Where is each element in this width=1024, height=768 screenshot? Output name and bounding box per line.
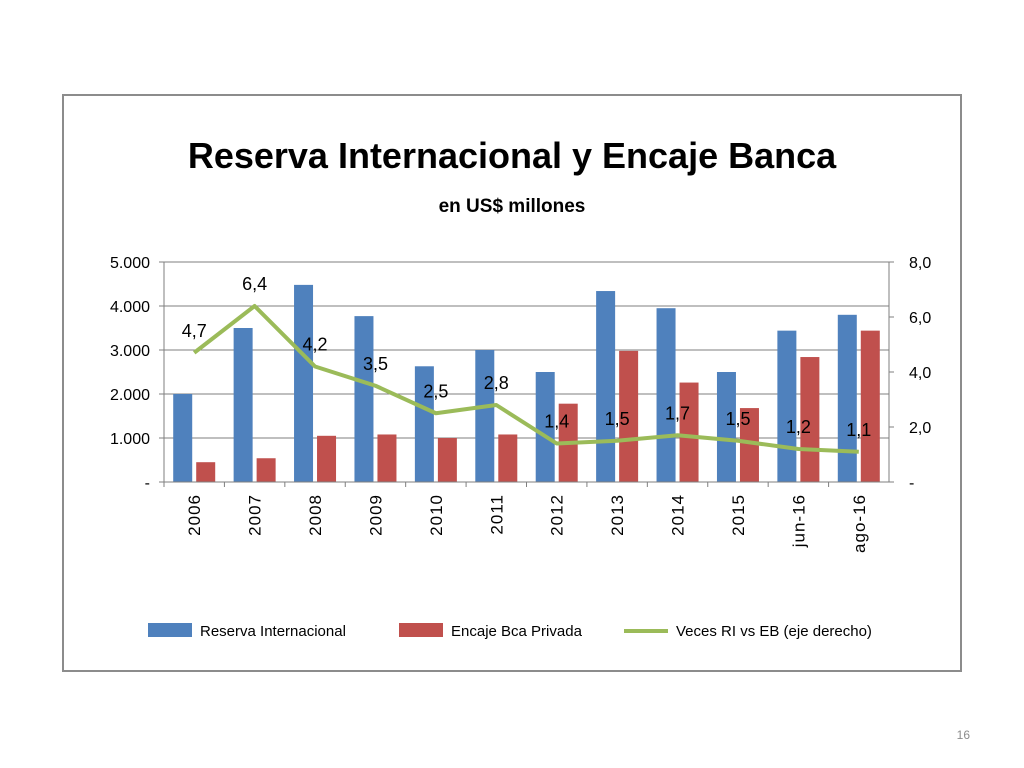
bar-reserva-internacional [777,330,797,482]
legend: Reserva Internacional Encaje Bca Privada V… [148,623,872,640]
chart-frame: Reserva Internacional y Encaje Banca en … [62,94,962,672]
right-axis-tick-label: 8,0 [909,255,931,272]
bar-encaje-bca-privada [437,438,457,482]
x-axis-category-label: jun-16 [789,494,808,548]
bar-reserva-internacional [716,372,736,482]
right-axis-tick-label: 6,0 [909,310,931,327]
x-axis-category-label: 2014 [669,494,688,536]
left-axis-tick-label: 1.000 [110,431,150,448]
x-axis-category-label: 2008 [306,494,325,536]
ratio-data-label: 4,2 [303,335,328,355]
bar-reserva-internacional [294,284,314,482]
bars [173,284,880,482]
ratio-data-label: 4,7 [182,321,207,341]
left-axis-tick-label: - [145,475,150,492]
x-axis-category-label: 2006 [185,494,204,536]
ratio-data-label: 1,5 [605,409,630,429]
bar-encaje-bca-privada [860,330,880,482]
ratio-data-label: 2,5 [423,381,448,401]
ratio-data-label: 6,4 [242,274,267,294]
bar-encaje-bca-privada [679,382,699,482]
ratio-data-label: 1,7 [665,403,690,423]
ratio-data-label: 1,2 [786,417,811,437]
legend-swatch-encaje-bca-privada [399,623,443,637]
x-axis-category-label: 2013 [608,494,627,536]
bar-reserva-internacional [837,314,857,482]
bar-encaje-bca-privada [196,462,216,482]
ratio-data-label: 2,8 [484,373,509,393]
axes: - 1.000 2.000 3.000 4.000 5.000 - 2,0 4,0 6,0 8,0 2… [110,255,931,553]
legend-label-veces-ri-vs-eb: Veces RI vs EB (eje derecho) [676,623,872,640]
left-axis-tick-label: 4.000 [110,299,150,316]
ratio-data-label: 1,1 [846,420,871,440]
x-axis-category-label: 2012 [548,494,567,536]
chart-subtitle: en US$ millones [439,196,586,217]
page-number: 16 [956,728,970,742]
bar-reserva-internacional [233,328,253,482]
bar-reserva-internacional [475,350,495,482]
legend-label-encaje-bca-privada: Encaje Bca Privada [451,623,583,640]
bar-reserva-internacional [535,372,555,482]
gridlines [164,261,889,439]
x-axis-category-label: 2015 [729,494,748,536]
x-axis-category-label: 2011 [487,494,506,535]
right-axis-tick-label: - [909,475,914,492]
legend-swatch-reserva-internacional [148,623,192,637]
ratio-data-label: 3,5 [363,354,388,374]
bar-encaje-bca-privada [739,408,759,482]
bar-encaje-bca-privada [256,458,276,482]
bar-encaje-bca-privada [377,434,397,482]
x-axis-category-label: 2009 [366,494,385,536]
bar-reserva-internacional [173,394,193,482]
bar-reserva-internacional [414,366,434,482]
bar-reserva-internacional [656,308,676,482]
ratio-data-label: 1,4 [544,412,569,432]
x-axis-category-label: 2010 [427,494,446,536]
x-axis-category-label: ago-16 [850,494,869,553]
left-axis-tick-label: 3.000 [110,343,150,360]
left-axis-tick-label: 5.000 [110,255,150,272]
ratio-line [192,304,859,454]
ratio-line-layer [192,304,859,454]
left-axis-tick-label: 2.000 [110,387,150,404]
bar-reserva-internacional [596,291,616,482]
chart-title: Reserva Internacional y Encaje Banca [188,135,837,176]
right-axis-tick-label: 4,0 [909,365,931,382]
x-axis-category-label: 2007 [246,494,265,536]
bar-encaje-bca-privada [619,350,639,482]
data-labels: 4,7 6,4 4,2 3,5 2,5 2,8 1,4 1,5 1,7 1,5 1,2 1,1 [182,274,872,440]
bar-reserva-internacional [354,316,374,482]
right-axis-tick-label: 2,0 [909,420,931,437]
chart: Reserva Internacional y Encaje Banca en … [110,135,931,640]
bar-encaje-bca-privada [317,435,337,482]
bar-encaje-bca-privada [498,434,518,482]
ratio-data-label: 1,5 [725,409,750,429]
legend-label-reserva-internacional: Reserva Internacional [200,623,346,640]
